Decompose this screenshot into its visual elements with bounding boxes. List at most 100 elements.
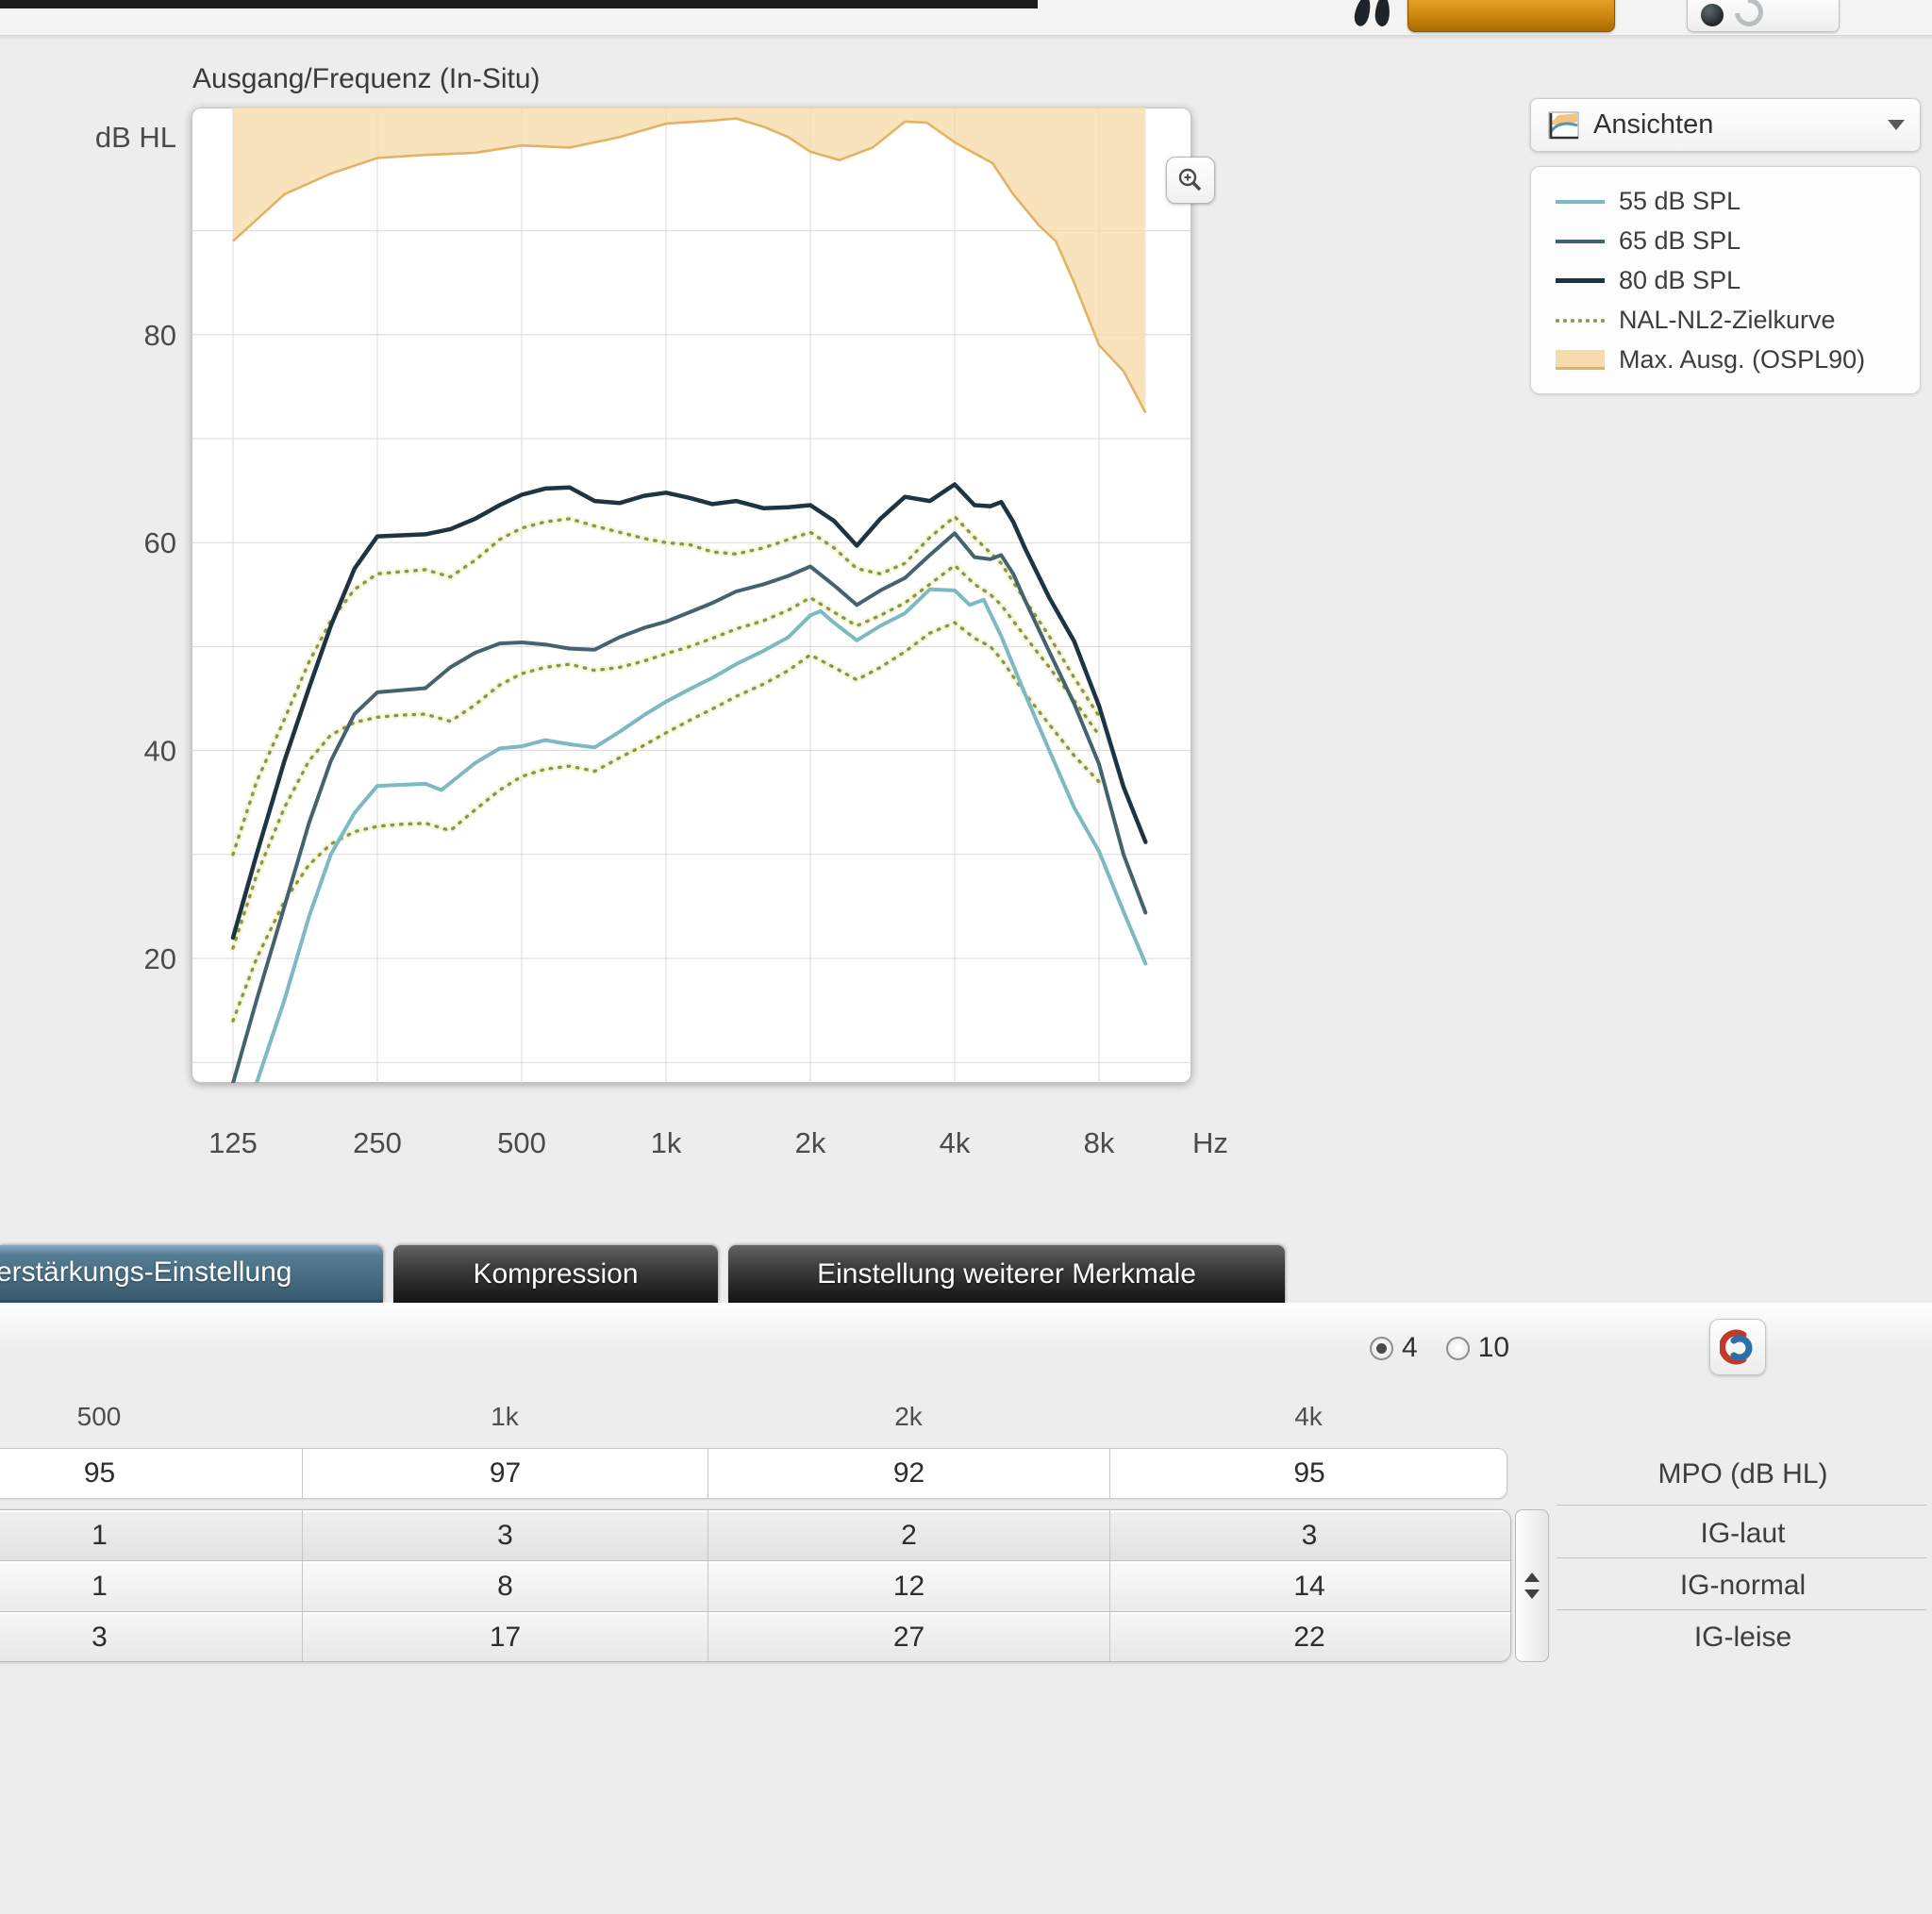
step-down-icon [1524, 1589, 1540, 1599]
legend-item-80: 80 dB SPL [1556, 266, 1920, 295]
magnifier-plus-icon [1178, 168, 1202, 191]
tab-content-top [0, 1303, 1932, 1352]
freq-column-header: 4k [1294, 1402, 1323, 1431]
tab-verstaerkungs-einstellung[interactable]: erstärkungs-Einstellung [0, 1245, 383, 1303]
row-label-divider [1557, 1557, 1926, 1558]
freq-column-header: 500 [76, 1402, 122, 1431]
menu-bar-edge [0, 0, 1038, 8]
y-tick-label: 20 [144, 942, 176, 975]
x-tick-label: 250 [353, 1126, 402, 1159]
tab-label: Einstellung weiterer Merkmale [817, 1257, 1196, 1290]
device-status-button[interactable] [1687, 0, 1840, 33]
radio-label: 4 [1402, 1332, 1418, 1363]
x-tick-label: 2k [795, 1126, 826, 1159]
chart-views-icon [1548, 111, 1579, 139]
series-area [233, 108, 1146, 413]
mpo-cell[interactable]: 97 [303, 1449, 708, 1498]
row-label-mpo: MPO (dB HL) [1657, 1457, 1828, 1490]
legend-swatch-dotted-line [1556, 318, 1605, 323]
x-tick-label: 1k [651, 1126, 682, 1159]
gain-cell[interactable]: 2 [708, 1510, 1110, 1560]
chart-title: Ausgang/Frequenz (In-Situ) [192, 63, 541, 94]
coupling-button[interactable] [1709, 1319, 1766, 1375]
x-tick-label: 4k [940, 1126, 971, 1159]
x-axis-unit-label: Hz [1192, 1126, 1228, 1159]
legend-item-maxausg: Max. Ausg. (OSPL90) [1556, 345, 1920, 374]
gain-cell[interactable]: 3 [0, 1612, 303, 1661]
red-blue-link-icon [1720, 1329, 1753, 1365]
legend-swatch-area [1556, 350, 1605, 370]
x-tick-label: 8k [1084, 1126, 1115, 1159]
legend-label: 80 dB SPL [1619, 266, 1741, 294]
channel-count-radios: 4 10 [1370, 1332, 1509, 1364]
frequency-header-row: 500 1k 2k 4k [0, 1402, 1507, 1432]
hearing-aid-left-icon [1352, 0, 1374, 28]
gain-cell[interactable]: 3 [303, 1510, 708, 1560]
legend-label: Max. Ausg. (OSPL90) [1619, 345, 1866, 374]
step-up-icon [1524, 1573, 1540, 1582]
series-target [231, 514, 1101, 857]
y-tick-label: 60 [144, 526, 176, 559]
series-area-edge [232, 117, 1147, 414]
legend-swatch-80-line [1556, 278, 1605, 283]
y-axis-unit-label: dB HL [95, 121, 176, 154]
mpo-cell[interactable]: 95 [0, 1449, 303, 1498]
hearing-aid-right-icon [1374, 0, 1391, 27]
legend-item-nal: NAL-NL2-Zielkurve [1556, 306, 1920, 335]
y-tick-label: 80 [144, 319, 176, 352]
legend-label: 55 dB SPL [1619, 187, 1741, 215]
gain-row-ig-leise: 3 17 27 22 [0, 1612, 1510, 1661]
gain-cell[interactable]: 3 [1301, 1519, 1318, 1551]
row-label-divider [1557, 1609, 1926, 1610]
device-ring-icon [1728, 0, 1770, 33]
gain-cell[interactable]: 27 [708, 1612, 1110, 1661]
gain-cell[interactable]: 12 [708, 1561, 1110, 1611]
legend-item-65: 65 dB SPL [1556, 226, 1920, 256]
hearing-aids-icon [1352, 0, 1391, 28]
tab-label: Kompression [473, 1257, 639, 1290]
mpo-cell[interactable]: 92 [708, 1449, 1110, 1498]
series-target [231, 563, 1101, 950]
mpo-cell[interactable]: 95 [1293, 1457, 1325, 1489]
device-sphere-icon [1701, 4, 1724, 26]
chart-series [229, 108, 1148, 1083]
gain-cell[interactable]: 1 [0, 1510, 303, 1560]
series-curve [231, 531, 1148, 1083]
tab-einstellung-weiterer-merkmale[interactable]: Einstellung weiterer Merkmale [728, 1245, 1285, 1303]
mpo-row: 95 97 92 95 [0, 1448, 1507, 1499]
radio-label: 10 [1477, 1332, 1510, 1363]
radio-10-channels[interactable]: 10 [1445, 1332, 1510, 1364]
connect-button[interactable] [1407, 0, 1615, 32]
gain-stepper[interactable] [1515, 1509, 1549, 1662]
x-tick-label: 500 [497, 1126, 546, 1159]
row-label-ig-leise: IG-leise [1693, 1622, 1792, 1653]
tab-kompression[interactable]: Kompression [393, 1245, 718, 1303]
legend-swatch-55-line [1556, 199, 1605, 204]
row-label-ig-laut: IG-laut [1700, 1518, 1786, 1549]
legend-swatch-65-line [1556, 239, 1605, 243]
series-curve [230, 482, 1148, 940]
chevron-down-icon [1888, 120, 1905, 130]
freq-column-header: 2k [894, 1402, 923, 1431]
gain-cell[interactable]: 17 [303, 1612, 708, 1661]
row-label-divider [1557, 1505, 1926, 1506]
radio-button-icon [1370, 1336, 1393, 1360]
series-target [231, 621, 1101, 1023]
chart-zoom-button[interactable] [1166, 157, 1215, 204]
tab-bar: erstärkungs-Einstellung Kompression Eins… [0, 1245, 1932, 1303]
views-dropdown[interactable]: Ansichten [1530, 98, 1921, 152]
freq-column-header: 1k [491, 1402, 519, 1431]
legend-label: 65 dB SPL [1619, 226, 1741, 255]
legend-label: NAL-NL2-Zielkurve [1619, 306, 1836, 334]
radio-4-channels[interactable]: 4 [1370, 1332, 1418, 1364]
gain-cell[interactable]: 8 [303, 1561, 708, 1611]
tab-label: erstärkungs-Einstellung [0, 1257, 292, 1288]
y-tick-label: 40 [144, 735, 176, 768]
gain-cell[interactable]: 22 [1293, 1622, 1325, 1653]
series-curve [231, 587, 1148, 1083]
top-toolbar [0, 0, 1932, 36]
gain-cell[interactable]: 1 [0, 1561, 303, 1611]
gain-cell[interactable]: 14 [1293, 1570, 1325, 1602]
